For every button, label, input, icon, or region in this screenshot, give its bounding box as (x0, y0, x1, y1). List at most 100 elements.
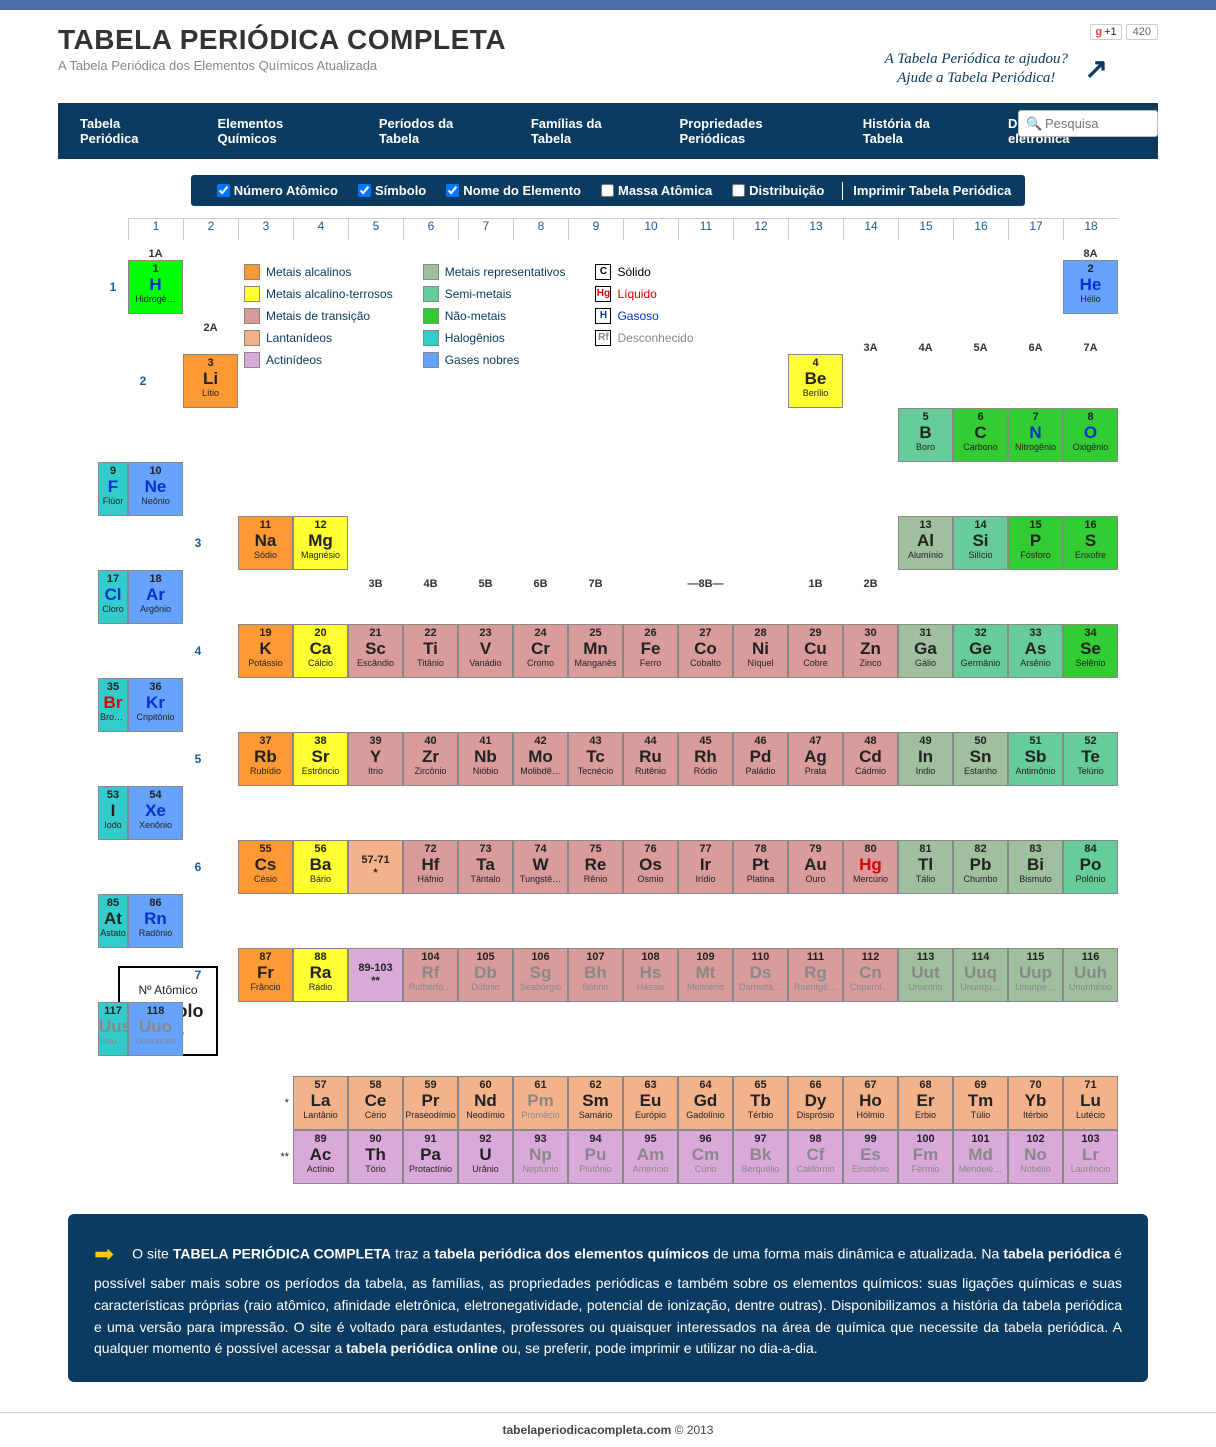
element-Re[interactable]: 75ReRênio (568, 840, 623, 894)
element-Es[interactable]: 99EsEinstênio (843, 1130, 898, 1184)
element-Lu[interactable]: 71LuLutécio (1063, 1076, 1118, 1130)
element-Tl[interactable]: 81TlTálio (898, 840, 953, 894)
element-Ti[interactable]: 22TiTitânio (403, 624, 458, 678)
element-Am[interactable]: 95AmAmerício (623, 1130, 678, 1184)
element-Uuh[interactable]: 116UuhUnunhéxio (1063, 948, 1118, 1002)
element-Cn[interactable]: 112CnCoperní… (843, 948, 898, 1002)
element-Mn[interactable]: 25MnManganês (568, 624, 623, 678)
element-Te[interactable]: 52TeTelúrio (1063, 732, 1118, 786)
nav-item[interactable]: História da Tabela (841, 103, 986, 159)
element-Lr[interactable]: 103LrLaurêncio (1063, 1130, 1118, 1184)
legend-item[interactable]: Lantanídeos (244, 330, 393, 346)
legend-item[interactable]: Metais representativos (423, 264, 566, 280)
element-No[interactable]: 102NoNobélio (1008, 1130, 1063, 1184)
element-Ir[interactable]: 77IrIrídio (678, 840, 733, 894)
element-Rb[interactable]: 37RbRubídio (238, 732, 293, 786)
element-Ag[interactable]: 47AgPrata (788, 732, 843, 786)
element-Rn[interactable]: 86RnRadônio (128, 894, 183, 948)
actinide-placeholder[interactable]: 89-103** (348, 948, 403, 1002)
element-Pt[interactable]: 78PtPlatina (733, 840, 788, 894)
element-Cr[interactable]: 24CrCromo (513, 624, 568, 678)
element-I[interactable]: 53IIodo (98, 786, 128, 840)
element-Pa[interactable]: 91PaProtactínio (403, 1130, 458, 1184)
element-Cs[interactable]: 55CsCésio (238, 840, 293, 894)
google-plus-one[interactable]: g+1 420 (1090, 24, 1158, 40)
element-Yb[interactable]: 70YbItérbio (1008, 1076, 1063, 1130)
element-Pu[interactable]: 94PuPlutônio (568, 1130, 623, 1184)
element-Ru[interactable]: 44RuRutênio (623, 732, 678, 786)
element-Sc[interactable]: 21ScEscândio (348, 624, 403, 678)
element-Bi[interactable]: 83BiBismuto (1008, 840, 1063, 894)
element-Zr[interactable]: 40ZrZircônio (403, 732, 458, 786)
element-Nd[interactable]: 60NdNeodímio (458, 1076, 513, 1130)
element-Ca[interactable]: 20CaCálcio (293, 624, 348, 678)
element-Ta[interactable]: 73TaTântalo (458, 840, 513, 894)
element-Ni[interactable]: 28NiNíquel (733, 624, 788, 678)
element-Uuo[interactable]: 118UuoUnunóctio (128, 1002, 183, 1056)
element-Gd[interactable]: 64GdGadolínio (678, 1076, 733, 1130)
element-Li[interactable]: 3LiLítio (183, 354, 238, 408)
element-C[interactable]: 6CCarbono (953, 408, 1008, 462)
element-K[interactable]: 19KPotássio (238, 624, 293, 678)
nav-item[interactable]: Tabela Periódica (58, 103, 195, 159)
element-Ra[interactable]: 88RaRádio (293, 948, 348, 1002)
element-Np[interactable]: 93NpNeptúnio (513, 1130, 568, 1184)
display-option[interactable]: Nome do Elemento (442, 181, 581, 200)
element-Uut[interactable]: 113UutUnuntrio (898, 948, 953, 1002)
element-As[interactable]: 33AsArsênio (1008, 624, 1063, 678)
state-legend-item[interactable]: RfDesconhecido (595, 330, 693, 346)
element-Rh[interactable]: 45RhRódio (678, 732, 733, 786)
element-Sm[interactable]: 62SmSamário (568, 1076, 623, 1130)
element-Th[interactable]: 90ThTório (348, 1130, 403, 1184)
element-Sg[interactable]: 106SgSeabórgio (513, 948, 568, 1002)
element-Bk[interactable]: 97BkBerquélio (733, 1130, 788, 1184)
element-Ar[interactable]: 18ArArgônio (128, 570, 183, 624)
element-Po[interactable]: 84PoPolônio (1063, 840, 1118, 894)
element-Fr[interactable]: 87FrFrâncio (238, 948, 293, 1002)
element-Zn[interactable]: 30ZnZinco (843, 624, 898, 678)
element-Tc[interactable]: 43TcTecnécio (568, 732, 623, 786)
element-In[interactable]: 49InÍndio (898, 732, 953, 786)
element-Cu[interactable]: 29CuCobre (788, 624, 843, 678)
element-W[interactable]: 74WTungstê… (513, 840, 568, 894)
nav-item[interactable]: Famílias da Tabela (509, 103, 658, 159)
element-Pm[interactable]: 61PmPromécio (513, 1076, 568, 1130)
element-At[interactable]: 85AtÁstato (98, 894, 128, 948)
nav-item[interactable]: Períodos da Tabela (357, 103, 509, 159)
element-H[interactable]: 1HHidrogê… (128, 260, 183, 314)
element-Sr[interactable]: 38SrEstrôncio (293, 732, 348, 786)
element-Mt[interactable]: 109MtMeitnério (678, 948, 733, 1002)
element-Ac[interactable]: 89AcActínio (293, 1130, 348, 1184)
element-Si[interactable]: 14SiSilício (953, 516, 1008, 570)
element-Bh[interactable]: 107BhBóhrio (568, 948, 623, 1002)
element-Md[interactable]: 101MdMendelé… (953, 1130, 1008, 1184)
legend-item[interactable]: Metais alcalinos (244, 264, 393, 280)
legend-item[interactable]: Metais alcalino-terrosos (244, 286, 393, 302)
element-Ne[interactable]: 10NeNeônio (128, 462, 183, 516)
element-Db[interactable]: 105DbDúbnio (458, 948, 513, 1002)
element-Br[interactable]: 35BrBromo (98, 678, 128, 732)
element-Pd[interactable]: 46PdPaládio (733, 732, 788, 786)
element-S[interactable]: 16SEnxofre (1063, 516, 1118, 570)
element-B[interactable]: 5BBoro (898, 408, 953, 462)
element-Tm[interactable]: 69TmTúlio (953, 1076, 1008, 1130)
element-Be[interactable]: 4BeBerílio (788, 354, 843, 408)
element-Ga[interactable]: 31GaGálio (898, 624, 953, 678)
element-Os[interactable]: 76OsÔsmio (623, 840, 678, 894)
display-option[interactable]: Massa Atômica (597, 181, 712, 200)
element-Sn[interactable]: 50SnEstanho (953, 732, 1008, 786)
element-Mg[interactable]: 12MgMagnésio (293, 516, 348, 570)
legend-item[interactable]: Não-metais (423, 308, 566, 324)
state-legend-item[interactable]: HGasoso (595, 308, 693, 324)
element-Rg[interactable]: 111RgRoentgê… (788, 948, 843, 1002)
display-option[interactable]: Distribuição (728, 181, 824, 200)
element-Cl[interactable]: 17ClCloro (98, 570, 128, 624)
element-F[interactable]: 9FFlúor (98, 462, 128, 516)
element-Y[interactable]: 39YÍtrio (348, 732, 403, 786)
element-P[interactable]: 15PFósforo (1008, 516, 1063, 570)
legend-item[interactable]: Gases nobres (423, 352, 566, 368)
element-Ho[interactable]: 67HoHólmio (843, 1076, 898, 1130)
lanthanide-placeholder[interactable]: 57-71* (348, 840, 403, 894)
element-Mo[interactable]: 42MoMolibdê… (513, 732, 568, 786)
element-Hs[interactable]: 108HsHássio (623, 948, 678, 1002)
